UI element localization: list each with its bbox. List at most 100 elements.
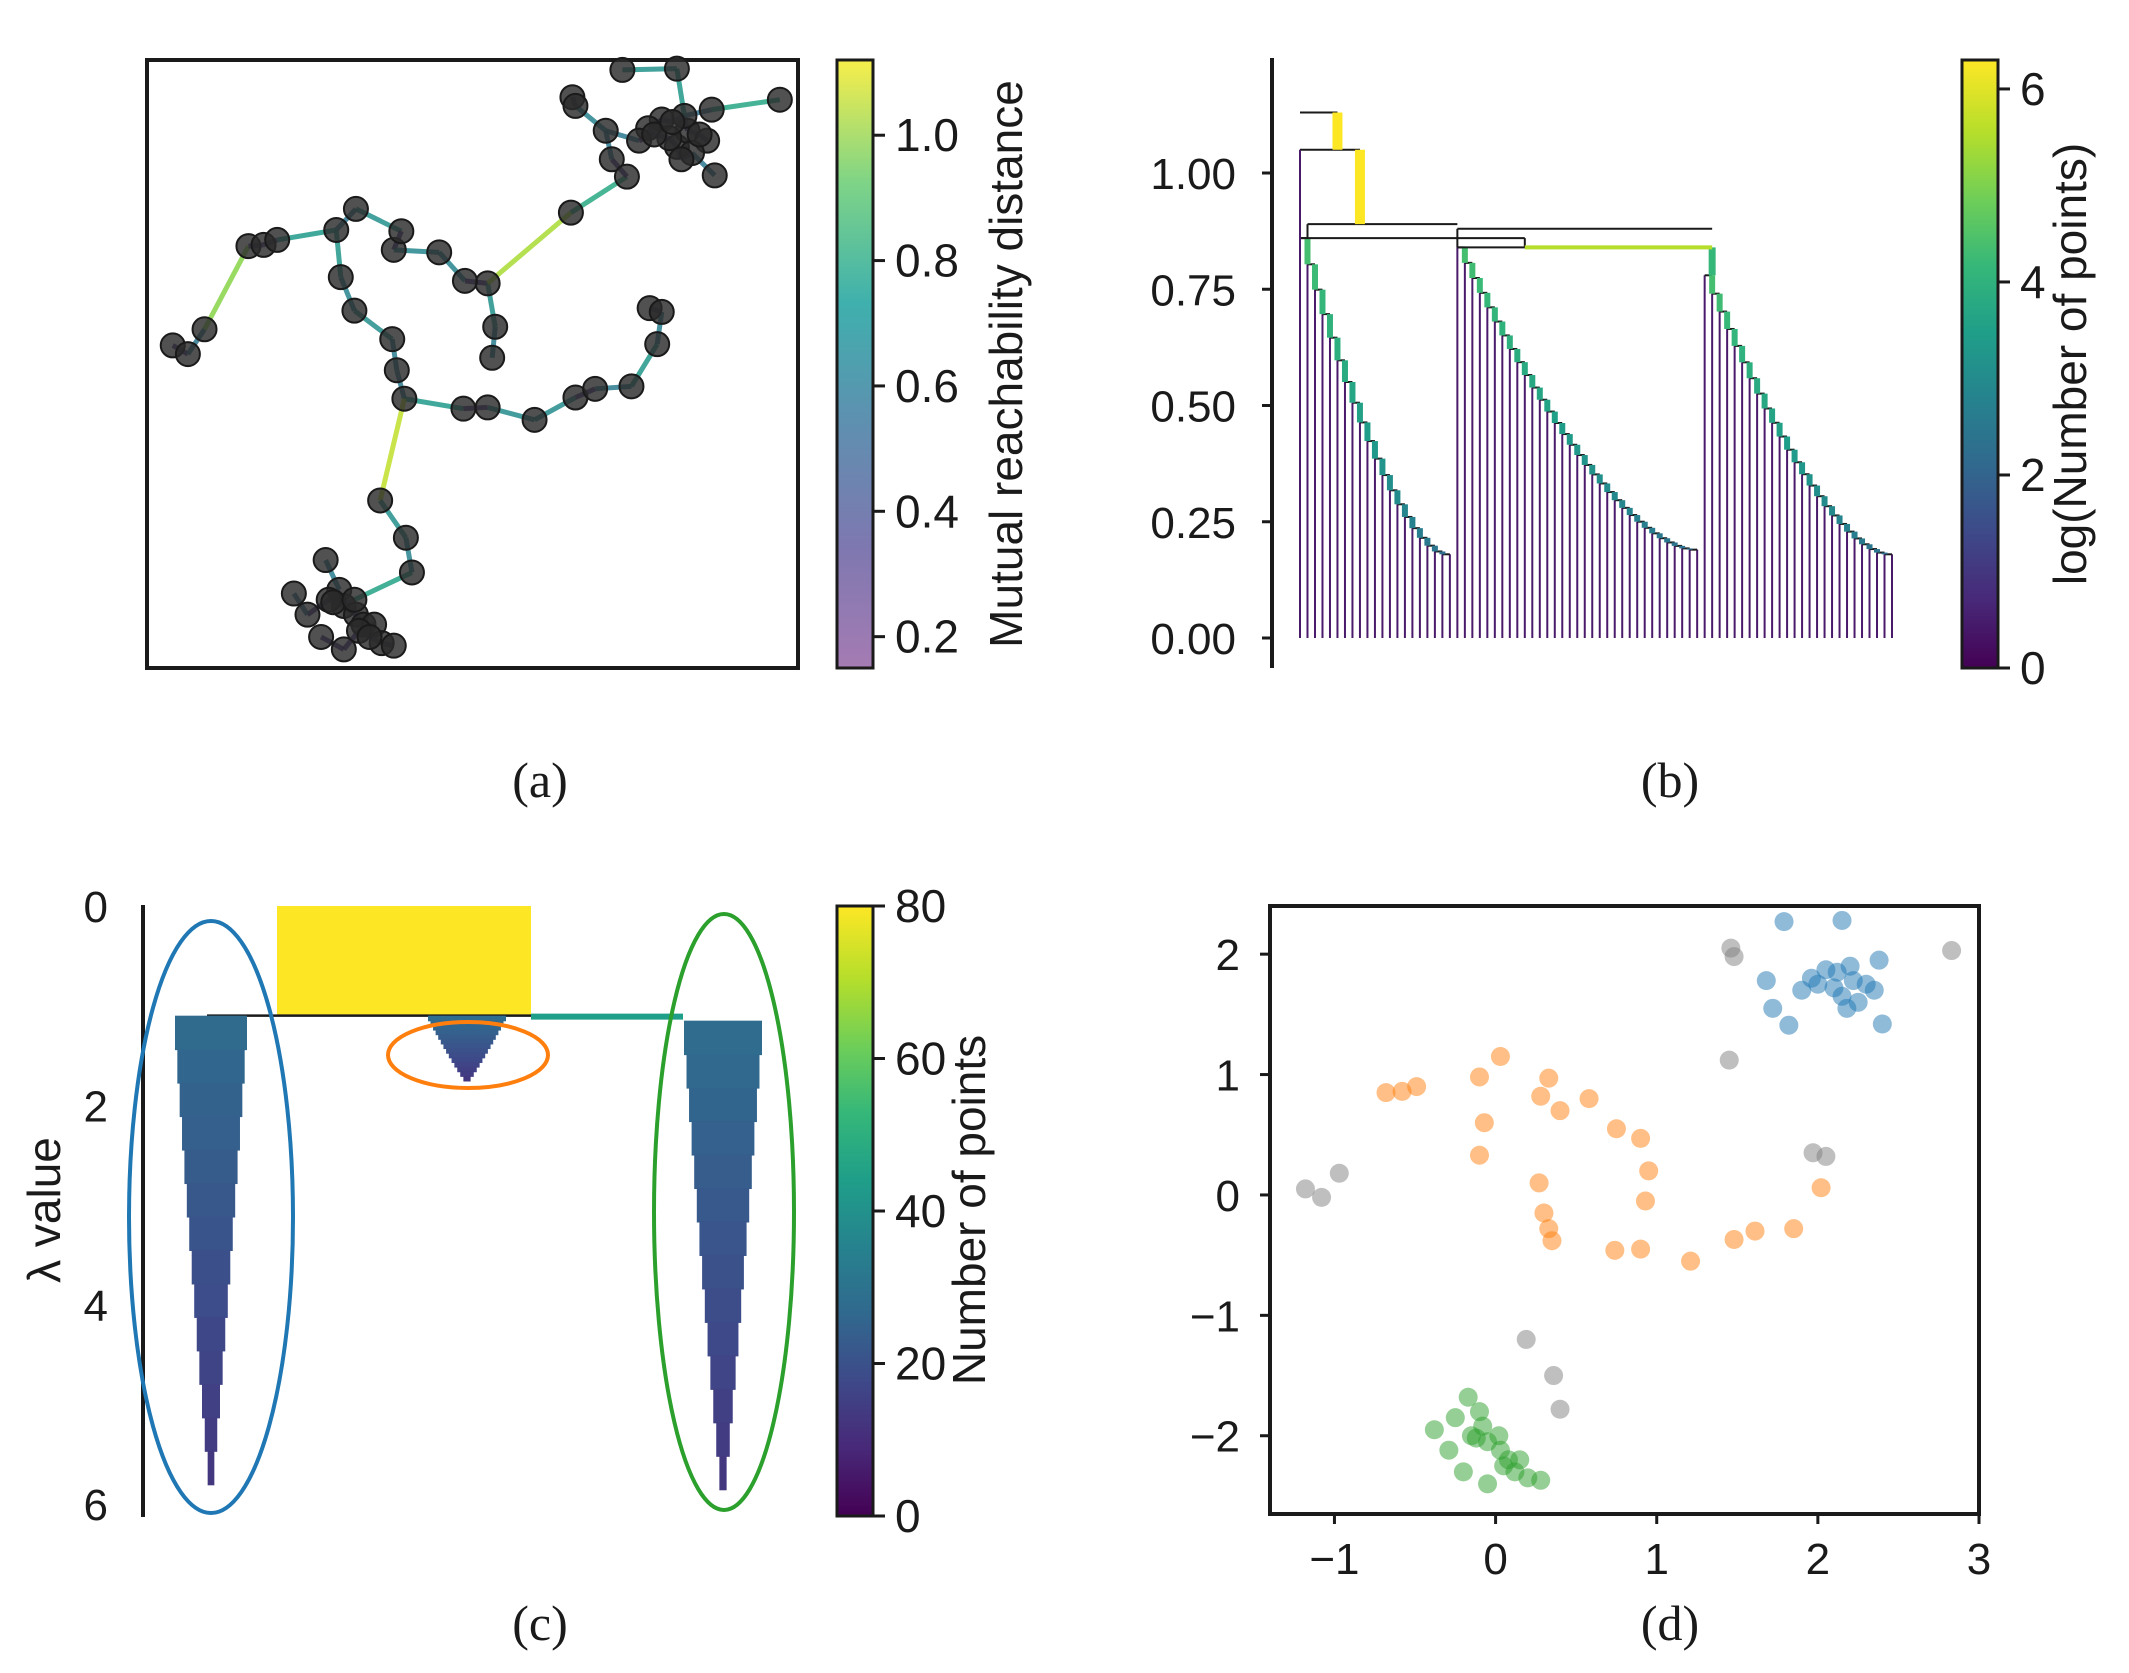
point-noise: [1312, 1187, 1332, 1207]
cluster-branch: [463, 1075, 471, 1082]
point-orange: [1605, 1240, 1625, 1260]
data-point: [613, 163, 640, 190]
data-point: [308, 623, 335, 650]
point-orange: [1724, 1229, 1744, 1249]
panel-b-label: (b): [1641, 752, 1699, 808]
point-orange: [1474, 1113, 1494, 1133]
ytick-label: 2: [1216, 931, 1240, 980]
cluster-branch: [199, 1350, 223, 1385]
cluster-branch: [189, 1216, 233, 1251]
cluster-branch: [716, 1422, 730, 1457]
ytick-label: 6: [84, 1481, 108, 1530]
point-blue: [1808, 974, 1828, 994]
point-orange: [1550, 1101, 1570, 1121]
data-point: [388, 218, 415, 245]
cluster-branch: [710, 1355, 736, 1390]
cluster-branch: [451, 1057, 483, 1063]
point-green: [1469, 1402, 1489, 1422]
colorbar-tick-label: 80: [895, 880, 946, 932]
ytick-label: 1.00: [1150, 150, 1236, 199]
point-noise: [1550, 1399, 1570, 1419]
data-point: [582, 375, 609, 402]
mst-edge: [486, 210, 573, 286]
point-orange: [1469, 1067, 1489, 1087]
point-noise: [1724, 947, 1744, 967]
data-point: [698, 96, 725, 123]
point-blue: [1779, 1015, 1799, 1035]
cluster-branch: [696, 1188, 750, 1223]
ytick-label: 1: [1216, 1052, 1240, 1101]
point-green: [1439, 1440, 1459, 1460]
cluster-branch: [460, 1071, 474, 1077]
colorbar-tick-label: 0: [895, 1490, 921, 1542]
data-point: [264, 226, 291, 253]
cluster-branch: [713, 1388, 733, 1424]
point-orange: [1639, 1161, 1659, 1181]
point-noise: [1719, 1050, 1739, 1070]
data-point: [356, 623, 383, 650]
data-point: [766, 86, 793, 113]
point-green: [1505, 1462, 1525, 1482]
data-point: [663, 55, 690, 82]
colorbar-tick-label: 0.2: [895, 611, 959, 663]
point-blue: [1824, 978, 1844, 998]
data-point: [668, 146, 695, 173]
panel-c-ylabel: λ value: [18, 1137, 70, 1283]
cluster-branch: [204, 1417, 218, 1452]
cluster-branch: [702, 1254, 744, 1290]
data-point: [191, 316, 218, 343]
panel-b-yticks: 0.00 0.25 0.50 0.75 1.00: [1150, 150, 1272, 664]
data-point: [330, 636, 357, 663]
point-orange: [1635, 1191, 1655, 1211]
xtick-label: 2: [1806, 1535, 1830, 1584]
point-green: [1489, 1426, 1509, 1446]
colorbar-tick-label: 1.0: [895, 109, 959, 161]
data-point: [174, 341, 201, 368]
data-point: [383, 357, 410, 384]
mst-edge: [202, 244, 251, 331]
panel-c-colorbar: [835, 904, 875, 1518]
data-point: [686, 121, 713, 148]
panel-d-yticks: −2 −1 0 1 2: [1190, 931, 1270, 1462]
data-point: [479, 344, 506, 371]
cluster-branch: [707, 1321, 739, 1357]
data-point: [648, 298, 675, 325]
ytick-label: 2: [84, 1082, 108, 1131]
cluster-branch: [446, 1048, 488, 1054]
panel-a-label: (a): [512, 752, 568, 808]
cluster-branch: [179, 1082, 243, 1118]
point-green: [1445, 1408, 1465, 1428]
colorbar-tick-label: 0: [2020, 642, 2046, 694]
point-green: [1424, 1420, 1444, 1440]
point-blue: [1763, 998, 1783, 1018]
cluster-branch: [440, 1038, 494, 1045]
cluster-ellipse-right: [652, 912, 796, 1512]
point-noise: [1329, 1163, 1349, 1183]
xtick-label: 0: [1483, 1535, 1507, 1584]
data-point: [482, 313, 509, 340]
panel-d-points: [1295, 910, 1962, 1494]
panel-a-points: [159, 55, 793, 663]
data-point: [557, 199, 584, 226]
data-point: [609, 56, 636, 83]
cluster-branch: [428, 1015, 506, 1022]
data-point: [598, 146, 625, 173]
point-blue: [1792, 980, 1812, 1000]
cluster-branch: [686, 1054, 760, 1089]
panel-b-colorbar-ticks: 0 2 4 6: [1998, 63, 2046, 694]
point-blue: [1872, 1014, 1892, 1034]
point-orange: [1811, 1178, 1831, 1198]
panel-b-colorbar: [1960, 58, 2000, 670]
point-blue: [1837, 998, 1857, 1018]
panel-a-colorbar-ticks: 0.2 0.4 0.6 0.8 1.0: [873, 109, 959, 663]
panel-c-label: (c): [512, 1595, 568, 1651]
panel-a: 0.2 0.4 0.6 0.8 1.0 Mutual reachability dist…: [145, 55, 1032, 808]
cluster-branch: [448, 1052, 486, 1059]
data-point: [618, 373, 645, 400]
panel-b-dendrogram: [1299, 111, 1893, 638]
panel-a-colorbar: [835, 58, 875, 670]
data-point: [474, 394, 501, 421]
cluster-branch: [719, 1455, 727, 1491]
data-point: [280, 580, 307, 607]
